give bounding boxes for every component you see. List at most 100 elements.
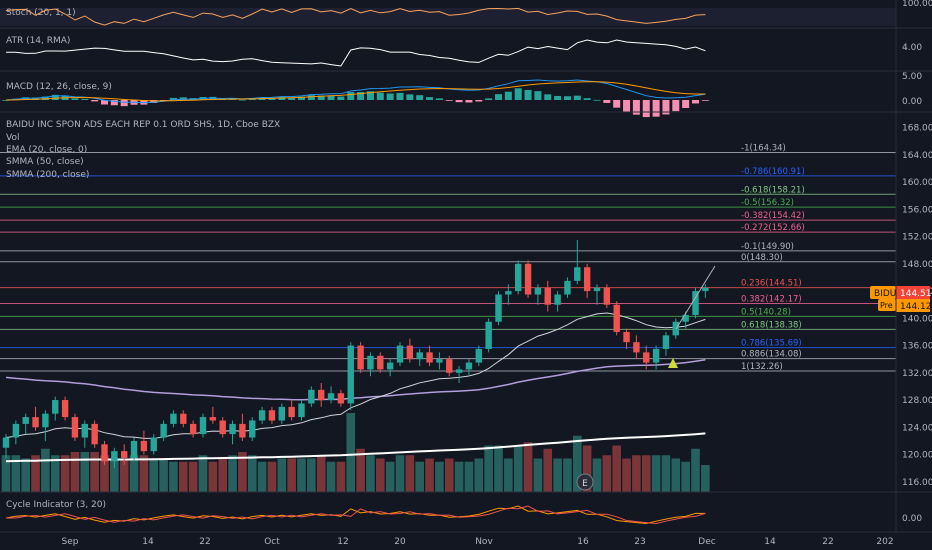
price-tick: 164.00: [902, 151, 932, 161]
volume-bar: [563, 458, 572, 492]
fib-label: 0.786(135.69): [741, 339, 802, 349]
price-tick: 156.00: [902, 205, 932, 215]
macd-hist-bar: [534, 91, 542, 100]
macd-hist-bar: [701, 100, 709, 101]
price-axis[interactable]: 116.00 120.00 124.00 128.00 132.00 136.00 140.…: [902, 124, 932, 488]
volume-bar: [523, 442, 533, 492]
volume-bar: [159, 458, 168, 492]
fib-label: -0.1(149.90): [741, 242, 794, 252]
time-tick: 23: [634, 537, 645, 547]
candle-body: [140, 440, 148, 452]
legend-ema20: EMA (20, close, 0): [6, 145, 87, 155]
macd-hist-bar: [179, 97, 187, 100]
macd-hist-bar: [632, 100, 640, 115]
macd-hist-bar: [298, 96, 305, 100]
fib-label: 1(132.26): [741, 362, 783, 372]
volume-bar: [395, 455, 405, 492]
candle-body: [367, 355, 374, 370]
volume-bars: [1, 413, 710, 492]
macd-hist-bar: [613, 100, 621, 108]
volume-bar: [701, 465, 710, 492]
time-tick: 14: [142, 537, 154, 547]
time-axis[interactable]: Sep 14 22 Oct 12 20 Nov 16 23 Dec 14 22 202: [62, 537, 894, 547]
earnings-marker[interactable]: [576, 473, 594, 491]
trend-line: [675, 265, 716, 330]
candle-body: [554, 294, 561, 305]
volume-bar: [287, 458, 296, 492]
volume-bar: [149, 458, 159, 492]
candle-body: [436, 359, 443, 363]
macd-hist-bar: [495, 94, 502, 100]
volume-bar: [346, 413, 356, 492]
atr-pane: ATR (14, RMA) 4.00: [6, 36, 922, 67]
macd-hist-bar: [652, 100, 660, 117]
candle-body: [32, 417, 39, 428]
legend-smma50: SMMA (50, close): [6, 157, 84, 167]
volume-bar: [110, 458, 119, 492]
macd-hist-bar: [120, 100, 128, 107]
volume-bar: [573, 435, 582, 492]
macd-hist-bar: [2, 100, 10, 101]
candle-body: [613, 304, 620, 332]
candle-body: [583, 267, 591, 292]
price-tick: 128.00: [902, 396, 932, 406]
volume-bar: [297, 458, 306, 492]
macd-hist-bar: [593, 99, 601, 101]
candle-body: [2, 437, 10, 448]
fib-label: -0.618(158.21): [741, 185, 805, 195]
candle-body: [278, 406, 285, 421]
macd-pane: MACD (12, 26, close, 9) 5.00 0.00: [2, 72, 922, 118]
price-tick: 116.00: [902, 478, 932, 488]
price-tick: 136.00: [902, 342, 932, 352]
cycle-pane: Cycle Indicator (3, 20) 0.00: [5, 500, 922, 525]
volume-bar: [208, 461, 218, 492]
legend-vol: Vol: [6, 133, 19, 143]
macd-histogram: [2, 88, 709, 118]
candle-body: [81, 423, 88, 438]
fib-retracement: -1(164.34) -0.786(160.91) -0.618(158.21) -0…: [0, 144, 896, 372]
macd-hist-bar: [248, 98, 256, 100]
volume-bar: [543, 448, 553, 492]
volume-bar: [474, 458, 484, 492]
candle-body: [298, 403, 305, 418]
atr-tick: 4.00: [902, 43, 922, 53]
macd-hist-bar: [504, 91, 512, 100]
volume-bar: [494, 445, 503, 492]
macd-hist-bar: [357, 92, 365, 100]
volume-bar: [661, 455, 671, 492]
candle-body: [22, 417, 29, 424]
candle-body: [219, 420, 226, 435]
volume-bar: [129, 455, 139, 492]
volume-bar: [218, 458, 227, 492]
price-tick: 160.00: [902, 178, 932, 188]
candle-body: [101, 444, 108, 462]
symbol-price-tag: BIDU 144.51: [870, 286, 932, 299]
candle-body: [189, 423, 197, 435]
stoch-pane: Stoch (20, 1, 1) 100.00: [0, 0, 932, 26]
macd-hist-bar: [475, 100, 483, 102]
volume-bar: [11, 455, 21, 492]
macd-hist-bar: [416, 95, 424, 100]
last-price: 144.51: [900, 289, 932, 299]
last-price-bg: [896, 286, 930, 299]
volume-bar: [60, 455, 70, 492]
price-tick: 168.00: [902, 124, 932, 134]
candle-body: [91, 423, 98, 445]
candle-body: [288, 406, 295, 418]
candle-body: [229, 423, 236, 435]
volume-bar: [277, 458, 287, 492]
candle-body: [249, 420, 256, 438]
candle-body: [268, 410, 276, 421]
volume-bar: [592, 458, 602, 492]
cycle-tick: 0.00: [902, 514, 922, 524]
macd-hist-bar: [307, 95, 315, 100]
smma50-line: [5, 358, 706, 401]
volume-bar: [1, 455, 11, 492]
macd-hist-bar: [406, 94, 414, 100]
candle-body: [485, 321, 492, 349]
volume-bar: [582, 445, 592, 492]
macd-hist-bar: [347, 92, 355, 100]
candle-body: [524, 263, 532, 295]
volume-bar: [641, 455, 651, 492]
